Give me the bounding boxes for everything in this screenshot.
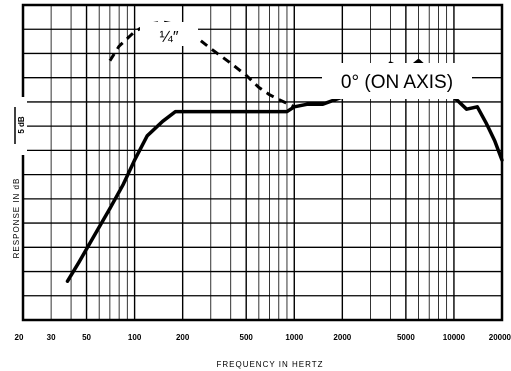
series-line-quarter-inch bbox=[108, 20, 295, 109]
x-tick-label: 500 bbox=[240, 333, 254, 342]
x-tick-label: 10000 bbox=[443, 333, 466, 342]
x-tick-label: 30 bbox=[47, 333, 56, 342]
x-tick-label: 1000 bbox=[285, 333, 303, 342]
x-tick-label: 20000 bbox=[489, 333, 511, 342]
scale-marker-label: 5 dB bbox=[17, 116, 26, 134]
plot-grid bbox=[23, 5, 502, 320]
x-axis-label: FREQUENCY IN HERTZ bbox=[216, 360, 323, 369]
plot-series bbox=[65, 20, 504, 283]
x-tick-label: 50 bbox=[82, 333, 91, 342]
y-axis-label: RESPONSE IN dB bbox=[12, 178, 21, 259]
x-tick-label: 200 bbox=[176, 333, 190, 342]
x-tick-label: 20 bbox=[15, 333, 24, 342]
plot-frame bbox=[21, 3, 504, 322]
x-tick-label: 5000 bbox=[397, 333, 415, 342]
scale-marker-box bbox=[13, 97, 27, 155]
x-tick-labels: 20 30 50 100 200 500 1000 2000 5000 10000 20000 bbox=[15, 333, 511, 342]
x-tick-label: 2000 bbox=[333, 333, 351, 342]
on-axis-label-box bbox=[322, 63, 472, 99]
quarter-label-box bbox=[140, 22, 198, 46]
on-axis-label: 0° (ON AXIS) bbox=[341, 72, 453, 93]
quarter-label: ¼″ bbox=[159, 29, 178, 46]
x-tick-label: 100 bbox=[128, 333, 142, 342]
